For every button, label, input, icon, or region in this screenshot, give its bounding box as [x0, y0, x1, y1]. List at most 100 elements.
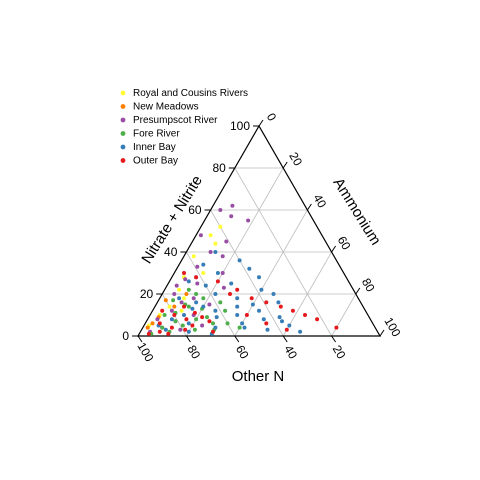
bottom-tick-mark — [137, 335, 143, 343]
triangle-outline — [136, 124, 382, 337]
data-point — [261, 317, 266, 322]
data-point — [172, 304, 177, 309]
right-tick-mark — [306, 203, 312, 211]
data-point — [157, 321, 162, 326]
data-point — [186, 279, 191, 284]
right-tick-label: 40 — [310, 192, 329, 211]
data-point — [200, 315, 205, 320]
data-point — [146, 331, 151, 336]
data-point — [186, 321, 191, 326]
data-point — [208, 233, 213, 238]
data-point — [221, 285, 226, 290]
data-point — [207, 319, 212, 324]
data-point — [277, 315, 282, 320]
data-point — [235, 304, 240, 309]
tick-labels: 0 20 40 60 80 100 0 20 40 60 80 100 100 80 60 40 20 — [122, 111, 403, 365]
data-point — [184, 317, 189, 322]
bottom-tick-label: 100 — [134, 340, 156, 365]
data-point — [205, 315, 209, 320]
legend-marker — [120, 90, 126, 96]
data-point — [182, 304, 186, 309]
bottom-tick-label: 20 — [330, 343, 349, 362]
data-point — [167, 304, 172, 309]
data-point — [183, 277, 188, 282]
triangle-frame — [136, 124, 382, 337]
data-point — [190, 306, 195, 311]
data-point — [184, 292, 189, 296]
data-point — [186, 329, 191, 334]
data-point — [246, 218, 251, 223]
data-point — [229, 281, 234, 286]
data-point — [183, 327, 188, 332]
data-point — [195, 264, 200, 269]
data-point — [303, 313, 307, 317]
data-point — [278, 304, 283, 309]
data-point — [264, 300, 269, 305]
data-point — [173, 319, 178, 324]
data-point — [150, 321, 155, 326]
data-point — [235, 287, 240, 292]
data-point — [160, 308, 165, 313]
right-tick-label: 20 — [286, 150, 305, 169]
data-point — [195, 281, 200, 286]
bottom-tick-label: 40 — [281, 343, 300, 362]
data-point — [194, 275, 199, 280]
data-point — [290, 308, 295, 313]
data-point — [213, 308, 218, 313]
data-point — [162, 313, 167, 317]
data-point — [247, 266, 252, 271]
data-point — [265, 327, 270, 332]
data-point — [179, 300, 184, 305]
right-tick-mark — [282, 161, 288, 169]
legend-marker — [120, 117, 126, 123]
data-point — [194, 300, 199, 305]
right-tick-mark — [331, 245, 337, 253]
data-point — [190, 323, 195, 328]
legend-label: Royal and Cousins Rivers — [133, 88, 248, 99]
grid-line — [331, 293, 357, 337]
data-point — [186, 287, 191, 292]
data-point — [201, 271, 206, 275]
legend-marker — [120, 104, 126, 109]
bottom-axis-title: Other N — [232, 368, 285, 385]
data-point — [166, 331, 171, 336]
data-point — [169, 325, 174, 330]
data-point — [213, 250, 218, 254]
bottom-tick-mark — [185, 335, 191, 343]
data-point — [192, 310, 197, 315]
data-point — [315, 317, 320, 322]
data-point — [250, 302, 255, 307]
left-tick-label: 80 — [212, 161, 226, 175]
data-point — [240, 321, 245, 326]
bottom-tick-mark — [234, 335, 240, 343]
data-point — [271, 292, 276, 296]
right-tick-label: 80 — [359, 276, 378, 295]
data-point — [201, 262, 206, 267]
data-point — [244, 313, 249, 317]
left-tick-label: 100 — [230, 119, 250, 133]
legend-label: Presumpscot River — [133, 115, 218, 126]
data-point — [225, 321, 230, 326]
data-point — [169, 308, 174, 313]
data-point — [334, 325, 339, 330]
data-point — [172, 292, 177, 296]
data-point — [179, 308, 184, 313]
right-tick-mark — [379, 329, 385, 337]
data-point — [218, 300, 223, 305]
right-tick-mark — [355, 287, 361, 295]
data-point — [287, 323, 292, 328]
data-point — [200, 323, 205, 328]
data-point — [191, 296, 196, 301]
data-point — [211, 321, 215, 326]
data-point — [201, 304, 206, 309]
data-point — [177, 287, 182, 292]
data-point — [177, 296, 182, 301]
data-point — [163, 298, 168, 303]
bottom-tick-mark — [331, 335, 337, 343]
legend-marker — [120, 144, 126, 150]
data-point — [257, 308, 261, 313]
data-point — [298, 329, 303, 334]
legend-label: Inner Bay — [133, 142, 176, 153]
data-point — [230, 203, 235, 208]
